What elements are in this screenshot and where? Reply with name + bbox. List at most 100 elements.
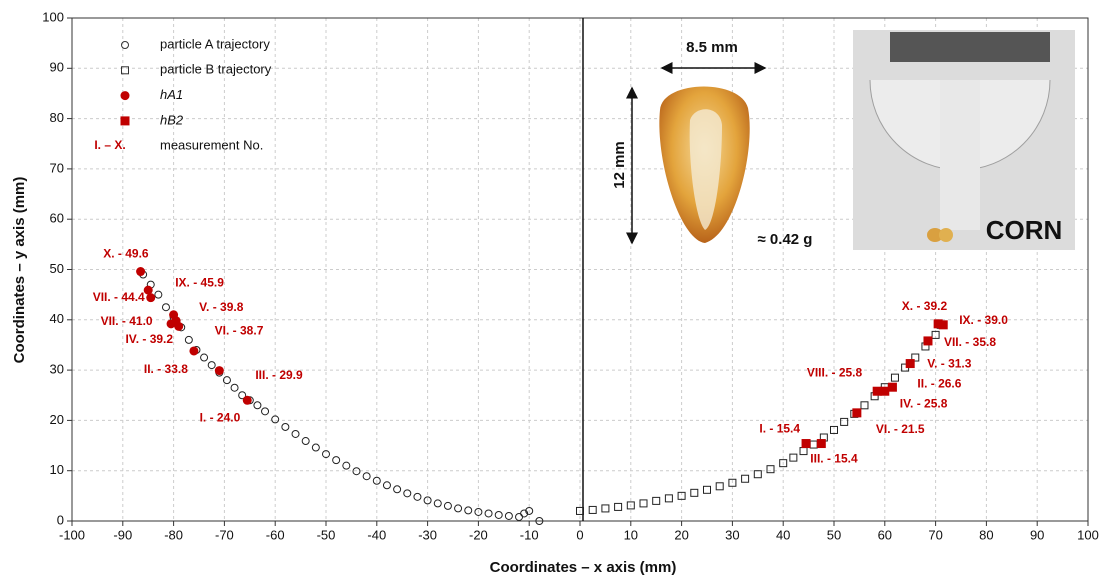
point xyxy=(291,429,300,438)
y-tick-label: 90 xyxy=(50,60,64,75)
point xyxy=(161,303,170,312)
data-label: V. - 39.8 xyxy=(199,300,244,314)
photo-kernel xyxy=(939,228,953,242)
legend-marker xyxy=(121,66,129,75)
data-label: X. - 39.2 xyxy=(902,299,948,313)
data-label: I. - 15.4 xyxy=(759,422,800,436)
point xyxy=(342,461,351,470)
point xyxy=(753,470,762,479)
y-tick-label: 0 xyxy=(57,512,64,527)
point xyxy=(601,504,610,513)
point xyxy=(809,440,818,449)
data-label: X. - 49.6 xyxy=(103,247,149,261)
point xyxy=(494,510,503,519)
point xyxy=(728,478,737,487)
x-tick-label: 0 xyxy=(576,527,583,542)
x-tick-label: -40 xyxy=(367,527,386,542)
point xyxy=(423,496,432,505)
data-label: VI. - 38.7 xyxy=(215,324,264,338)
point xyxy=(588,505,597,514)
point xyxy=(789,453,798,462)
x-tick-label: -10 xyxy=(520,527,539,542)
point xyxy=(887,382,897,392)
point xyxy=(136,267,146,277)
point xyxy=(840,417,849,426)
x-tick-label: 70 xyxy=(928,527,942,542)
point xyxy=(474,507,483,516)
data-label: IX. - 39.0 xyxy=(959,313,1008,327)
data-label: VII. - 35.8 xyxy=(944,335,996,349)
x-tick-label: 80 xyxy=(979,527,993,542)
point xyxy=(677,491,686,500)
point xyxy=(222,376,231,385)
data-label: VI. - 21.5 xyxy=(876,422,925,436)
y-tick-label: 60 xyxy=(50,211,64,226)
point xyxy=(362,472,371,481)
x-tick-label: -30 xyxy=(418,527,437,542)
data-label: II. - 26.6 xyxy=(917,376,961,390)
point xyxy=(403,489,412,498)
kernel-germ xyxy=(689,109,722,230)
x-tick-label: 90 xyxy=(1030,527,1044,542)
x-tick-label: 50 xyxy=(827,527,841,542)
x-tick-label: -100 xyxy=(59,527,85,542)
point xyxy=(166,319,176,329)
point xyxy=(911,353,920,362)
point xyxy=(664,494,673,503)
point xyxy=(715,482,724,491)
photo-bracket xyxy=(890,32,1050,62)
point xyxy=(372,476,381,485)
point xyxy=(184,335,193,344)
photo-label: CORN xyxy=(986,215,1063,245)
point xyxy=(189,346,199,356)
y-axis-label: Coordinates – y axis (mm) xyxy=(11,177,28,364)
photo-kernel xyxy=(927,228,943,242)
y-tick-label: 40 xyxy=(50,311,64,326)
point xyxy=(801,439,811,449)
legend-marker xyxy=(120,91,130,101)
legend-label: particle B trajectory xyxy=(160,62,272,77)
point xyxy=(214,366,224,376)
x-tick-label: 60 xyxy=(878,527,892,542)
point xyxy=(230,383,239,392)
point xyxy=(816,439,826,449)
point xyxy=(639,499,648,508)
x-tick-label: -70 xyxy=(215,527,234,542)
point xyxy=(322,450,330,459)
point xyxy=(169,310,179,320)
data-label: VIII. - 25.8 xyxy=(807,365,863,379)
data-label: III. - 29.9 xyxy=(255,368,303,382)
point xyxy=(799,447,808,456)
point xyxy=(905,359,915,369)
point xyxy=(413,492,422,501)
point xyxy=(174,321,184,331)
data-label: IV. - 39.2 xyxy=(125,332,173,346)
data-label: III. - 15.4 xyxy=(810,452,858,466)
point xyxy=(690,488,699,497)
point xyxy=(525,506,534,515)
data-label: V. - 31.3 xyxy=(927,357,972,371)
width-label: 8.5 mm xyxy=(686,39,738,56)
point xyxy=(433,499,442,508)
x-tick-label: 10 xyxy=(624,527,638,542)
y-tick-label: 30 xyxy=(50,362,64,377)
legend-marker xyxy=(120,116,130,126)
point xyxy=(261,407,270,416)
x-tick-label: 100 xyxy=(1077,527,1099,542)
point xyxy=(253,401,262,410)
photo-plate xyxy=(940,80,980,230)
point xyxy=(779,459,788,468)
point xyxy=(464,506,473,515)
data-label: II. - 33.8 xyxy=(144,362,188,376)
point xyxy=(454,504,463,513)
point xyxy=(890,373,899,382)
legend-label: hB2 xyxy=(160,112,184,127)
data-label: IV. - 25.8 xyxy=(900,396,948,410)
point xyxy=(154,290,163,299)
point xyxy=(860,401,869,410)
point xyxy=(741,474,750,483)
x-axis-label: Coordinates – x axis (mm) xyxy=(490,559,677,576)
point xyxy=(520,509,529,518)
point xyxy=(242,395,252,405)
